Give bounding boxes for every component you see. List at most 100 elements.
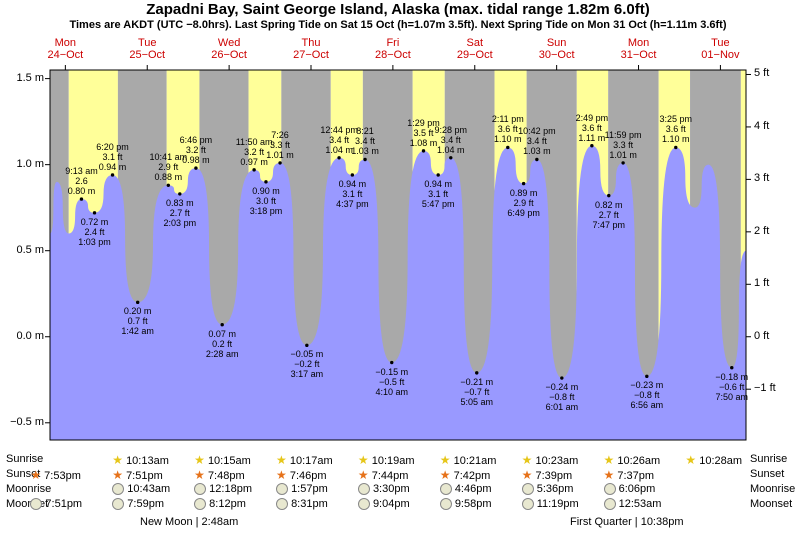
sunset-time: ★ 7:53pm bbox=[30, 468, 110, 482]
sunrise-time: ★ 10:13am bbox=[112, 453, 192, 467]
tide-extreme-label: 0.83 m2.7 ft2:03 pm bbox=[155, 198, 205, 228]
sunset-icon: ★ bbox=[358, 468, 369, 482]
y-right-tick: 0 ft bbox=[754, 330, 769, 342]
y-right-tick: 3 ft bbox=[754, 172, 769, 184]
first-quarter-label: First Quarter | 10:38pm bbox=[570, 516, 684, 528]
sunrise-value: 10:17am bbox=[290, 455, 333, 467]
moonset-icon bbox=[194, 498, 206, 510]
moonrise-time: 6:06pm bbox=[604, 483, 684, 495]
sunrise-time: ★ 10:17am bbox=[276, 453, 356, 467]
moonset-value: 9:04pm bbox=[373, 498, 410, 510]
day-header: Sat29−Oct bbox=[435, 37, 515, 61]
sunset-value: 7:39pm bbox=[535, 470, 572, 482]
moonset-icon bbox=[522, 498, 534, 510]
tide-extreme-label: 0.72 m2.4 ft1:03 pm bbox=[70, 217, 120, 247]
day-dow: Sun bbox=[517, 37, 597, 49]
moonrise-time: 4:46pm bbox=[440, 483, 520, 495]
sunrise-time: ★ 10:15am bbox=[194, 453, 274, 467]
sunset-icon: ★ bbox=[194, 468, 205, 482]
y-left-tick: 0.5 m bbox=[4, 244, 44, 256]
sunrise-value: 10:23am bbox=[535, 455, 578, 467]
tide-extreme-label: 10:42 pm3.4 ft1.03 m bbox=[512, 126, 562, 156]
tide-chart: Zapadni Bay, Saint George Island, Alaska… bbox=[0, 0, 796, 539]
sunset-value: 7:53pm bbox=[44, 470, 81, 482]
moonrise-icon bbox=[440, 483, 452, 495]
sunrise-time: ★ 10:19am bbox=[358, 453, 438, 467]
moonrise-value: 1:57pm bbox=[291, 483, 328, 495]
day-header: Thu27−Oct bbox=[271, 37, 351, 61]
tide-extreme-label: −0.21 m−0.7 ft5:05 am bbox=[452, 377, 502, 407]
moonrise-icon bbox=[194, 483, 206, 495]
sunset-time: ★ 7:44pm bbox=[358, 468, 438, 482]
day-dow: Fri bbox=[353, 37, 433, 49]
day-dow: Thu bbox=[271, 37, 351, 49]
moonrise-icon bbox=[358, 483, 370, 495]
day-header: Wed26−Oct bbox=[189, 37, 269, 61]
moonset-value: 8:12pm bbox=[209, 498, 246, 510]
day-dow: Tue bbox=[107, 37, 187, 49]
sunset-time: ★ 7:46pm bbox=[276, 468, 356, 482]
moonrise-time: 12:18pm bbox=[194, 483, 274, 495]
y-left-tick: 1.5 m bbox=[4, 72, 44, 84]
moonset-value: 9:58pm bbox=[455, 498, 492, 510]
tide-extreme-label: 9:28 pm3.4 ft1.04 m bbox=[426, 125, 476, 155]
sunrise-value: 10:28am bbox=[699, 455, 742, 467]
tide-extreme-label: −0.05 m−0.2 ft3:17 am bbox=[282, 349, 332, 379]
moonset-time: 7:59pm bbox=[112, 498, 192, 510]
sunrise-icon: ★ bbox=[685, 453, 696, 467]
tide-extreme-label: 0.94 m3.1 ft4:37 pm bbox=[327, 179, 377, 209]
tide-extreme-label: 0.07 m0.2 ft2:28 am bbox=[197, 329, 247, 359]
moonset-label-right: Moonset bbox=[750, 498, 792, 510]
sunset-icon: ★ bbox=[276, 468, 287, 482]
moonset-time: 9:58pm bbox=[440, 498, 520, 510]
sunrise-value: 10:13am bbox=[126, 455, 169, 467]
moonset-icon bbox=[112, 498, 124, 510]
sunset-value: 7:44pm bbox=[372, 470, 409, 482]
y-right-tick: 1 ft bbox=[754, 277, 769, 289]
moonset-value: 8:31pm bbox=[291, 498, 328, 510]
sunrise-time: ★ 10:23am bbox=[522, 453, 602, 467]
sunset-label-right: Sunset bbox=[750, 468, 784, 480]
tide-extreme-label: −0.23 m−0.8 ft6:56 am bbox=[622, 380, 672, 410]
moonset-time: 7:51pm bbox=[30, 498, 110, 510]
sunset-icon: ★ bbox=[112, 468, 123, 482]
sunrise-icon: ★ bbox=[604, 453, 615, 467]
tide-extreme-label: 8:213.4 ft1.03 m bbox=[340, 126, 390, 156]
sunrise-label-left: Sunrise bbox=[6, 453, 43, 465]
sunset-icon: ★ bbox=[604, 468, 615, 482]
day-date: 24−Oct bbox=[25, 49, 105, 61]
day-header: Tue01−Nov bbox=[680, 37, 760, 61]
moonset-time: 8:12pm bbox=[194, 498, 274, 510]
sunrise-icon: ★ bbox=[440, 453, 451, 467]
moonrise-time: 1:57pm bbox=[276, 483, 356, 495]
sunset-value: 7:48pm bbox=[208, 470, 245, 482]
day-header: Sun30−Oct bbox=[517, 37, 597, 61]
tide-extreme-label: 3:25 pm3.6 ft1.10 m bbox=[651, 114, 701, 144]
moonset-value: 12:53am bbox=[619, 498, 662, 510]
day-date: 31−Oct bbox=[599, 49, 679, 61]
sunset-icon: ★ bbox=[522, 468, 533, 482]
moonrise-time: 5:36pm bbox=[522, 483, 602, 495]
moonrise-label-right: Moonrise bbox=[750, 483, 795, 495]
tide-extreme-label: 7:263.3 ft1.01 m bbox=[255, 130, 305, 160]
sunrise-icon: ★ bbox=[194, 453, 205, 467]
tide-extreme-label: 11:59 pm3.3 ft1.01 m bbox=[598, 130, 648, 160]
y-left-tick: −0.5 m bbox=[4, 416, 44, 428]
new-moon-label: New Moon | 2:48am bbox=[140, 516, 238, 528]
moonrise-value: 4:46pm bbox=[455, 483, 492, 495]
sunrise-value: 10:15am bbox=[208, 455, 251, 467]
moonset-value: 11:19pm bbox=[537, 498, 579, 510]
moonset-time: 11:19pm bbox=[522, 498, 602, 510]
day-date: 28−Oct bbox=[353, 49, 433, 61]
day-date: 26−Oct bbox=[189, 49, 269, 61]
moonrise-value: 3:30pm bbox=[373, 483, 410, 495]
sunrise-icon: ★ bbox=[112, 453, 123, 467]
sunset-time: ★ 7:37pm bbox=[604, 468, 684, 482]
sunrise-icon: ★ bbox=[522, 453, 533, 467]
sunset-time: ★ 7:39pm bbox=[522, 468, 602, 482]
day-dow: Mon bbox=[599, 37, 679, 49]
tide-extreme-label: 6:20 pm3.1 ft0.94 m bbox=[88, 142, 138, 172]
day-dow: Sat bbox=[435, 37, 515, 49]
y-right-tick: 5 ft bbox=[754, 67, 769, 79]
moonset-icon bbox=[440, 498, 452, 510]
